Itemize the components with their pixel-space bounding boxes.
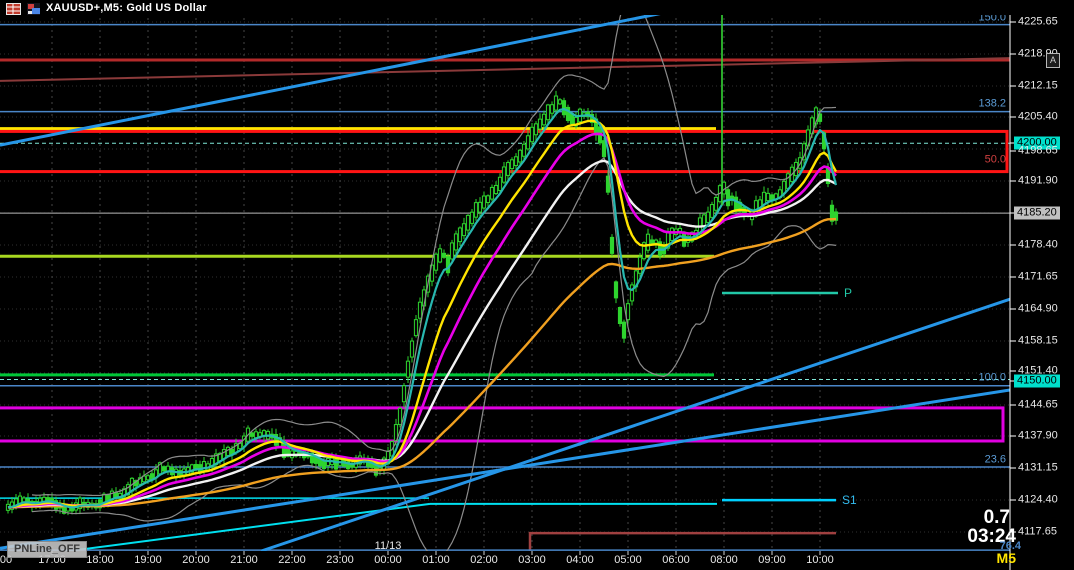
price-tick-4205.40: 4205.40 <box>1018 110 1058 123</box>
spread-value: 0.7 <box>983 507 1010 528</box>
price-tick-4198.65: 4198.65 <box>1018 144 1058 157</box>
price-tag-4185.20: 4185.20 <box>1014 206 1060 220</box>
trendline-blue-a <box>0 0 729 147</box>
date-label: 11/13 <box>374 540 402 552</box>
trendline-blue-b <box>260 297 1010 551</box>
time-tick-18:00: 18:00 <box>86 554 114 566</box>
fib-label-50.0: 50.0 <box>984 153 1006 166</box>
save-icon[interactable] <box>26 2 41 15</box>
pivot-label-S1: S1 <box>842 493 857 507</box>
price-tag-4200.00: 4200.00 <box>1014 136 1060 150</box>
chart-title: XAUUSD+,M5: Gold US Dollar <box>46 1 207 14</box>
ma-fast-teal <box>7 108 838 509</box>
candle-countdown: 03:24 <box>967 526 1016 547</box>
price-tick-4178.40: 4178.40 <box>1018 238 1058 251</box>
demand-zone-magenta <box>0 406 1005 443</box>
pnline-toggle-button[interactable]: PNLine_OFF <box>7 541 88 558</box>
price-tick-4225.65: 4225.65 <box>1018 15 1058 28</box>
time-tick-20:00: 20:00 <box>182 554 210 566</box>
fib-label-23.6: 23.6 <box>984 453 1006 466</box>
pivot-label-P: P <box>844 286 853 300</box>
price-tick-4131.15: 4131.15 <box>1018 461 1058 474</box>
price-tick-4171.65: 4171.65 <box>1018 270 1058 283</box>
price-tick-4144.65: 4144.65 <box>1018 398 1058 411</box>
price-tick-4164.90: 4164.90 <box>1018 302 1058 315</box>
time-tick-23:00: 23:00 <box>326 554 354 566</box>
timeframe-badge: M5 <box>996 550 1016 566</box>
price-tick-4124.40: 4124.40 <box>1018 493 1058 506</box>
price-tick-4212.15: 4212.15 <box>1018 79 1058 92</box>
time-tick-19:00: 19:00 <box>134 554 162 566</box>
time-tick-08:00: 08:00 <box>710 554 738 566</box>
time-tick-10:00: 10:00 <box>806 554 834 566</box>
fib-label-100.0: 100.0 <box>978 371 1006 384</box>
time-tick-00:00: 00:00 <box>374 554 402 566</box>
time-tick-22:00: 22:00 <box>278 554 306 566</box>
session-low-step <box>528 531 836 551</box>
trendline-blue-c <box>0 388 1010 550</box>
price-tick-4191.90: 4191.90 <box>1018 174 1058 187</box>
time-tick-17:00: 17:00 <box>38 554 66 566</box>
price-tick-4151.40: 4151.40 <box>1018 364 1058 377</box>
time-tick-21:00: 21:00 <box>230 554 258 566</box>
price-axis-alert-icon[interactable]: A <box>1046 53 1060 68</box>
grid-icon[interactable] <box>6 2 21 15</box>
time-tick-04:00: 04:00 <box>566 554 594 566</box>
time-tick-09:00: 09:00 <box>758 554 786 566</box>
trend-dark-red <box>0 57 1010 82</box>
time-tick-03:00: 03:00 <box>518 554 546 566</box>
fib-label-150.0: 150.0 <box>978 11 1006 24</box>
fib-76-label: 76.4 <box>999 540 1021 552</box>
time-tick-01:00: 01:00 <box>422 554 450 566</box>
time-tick-05:00: 05:00 <box>614 554 642 566</box>
time-tick-06:00: 06:00 <box>662 554 690 566</box>
supply-zone-red <box>0 129 1009 174</box>
price-tick-4137.90: 4137.90 <box>1018 429 1058 442</box>
bollinger-upper <box>31 0 837 497</box>
bollinger-lower <box>31 157 837 551</box>
ma-long-gold <box>7 217 837 509</box>
time-tick-02:00: 02:00 <box>470 554 498 566</box>
ma-mid-yellow <box>7 119 838 509</box>
chart-title-bar: XAUUSD+,M5: Gold US Dollar <box>0 0 1016 15</box>
price-tick-4218.90: 4218.90 <box>1018 47 1058 60</box>
fib-label-138.2: 138.2 <box>978 97 1006 110</box>
price-tag-4150.00: 4150.00 <box>1014 374 1060 388</box>
ma-slower-white <box>7 159 837 509</box>
price-tick-4117.65: 4117.65 <box>1018 525 1057 538</box>
time-tick-00: 00 <box>0 554 13 566</box>
price-tick-4158.15: 4158.15 <box>1018 334 1058 347</box>
